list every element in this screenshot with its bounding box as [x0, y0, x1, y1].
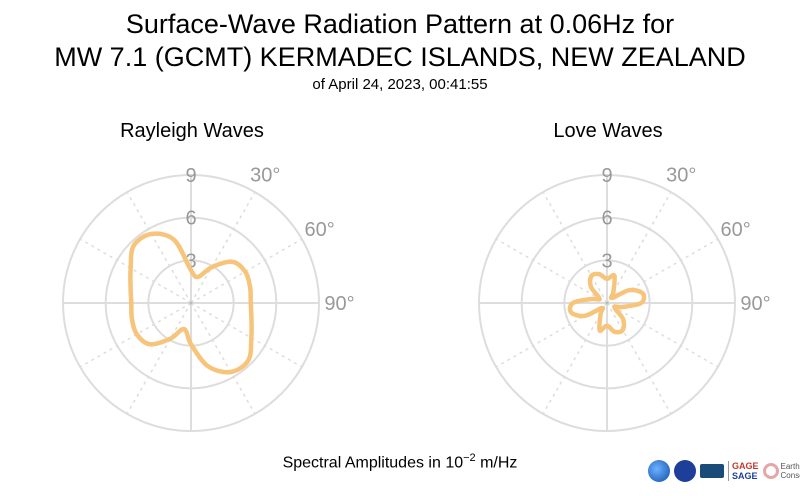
rayleigh-panel-title: Rayleigh Waves: [120, 120, 264, 142]
rayleigh-spoke-150: [190, 302, 256, 415]
love-radial-tick-label: 9: [601, 165, 612, 187]
rayleigh-pattern-curve-0: [128, 231, 254, 375]
rayleigh-ring-6: [104, 216, 278, 390]
sponsor-logos: GAGE SAGE EarthScope Consortium: [648, 455, 800, 487]
rayleigh-angle-tick-label: 90°: [324, 293, 354, 315]
nasa-logo-icon: [674, 460, 696, 482]
earthscope-logo-line-1: EarthScope: [780, 462, 800, 471]
love-ring-9: [478, 174, 736, 432]
rayleigh-angle-tick-label: 60°: [304, 219, 334, 241]
love-spoke-330: [542, 191, 608, 304]
figure-title-line-2: MW 7.1 (GCMT) KERMADEC ISLANDS, NEW ZEAL…: [54, 42, 746, 72]
rayleigh-spoke-210: [126, 302, 192, 415]
rayleigh-center-dot: [189, 301, 193, 305]
love-spoke-150: [606, 302, 672, 415]
love-ring-6: [520, 216, 694, 390]
sage-logo-text: SAGE: [732, 471, 758, 481]
gage-logo-text: GAGE: [732, 461, 759, 471]
caption-suffix: m/Hz: [475, 454, 518, 472]
rayleigh-spoke-120: [190, 302, 303, 368]
love-angle-tick-label: 90°: [740, 293, 770, 315]
love-panel-title: Love Waves: [553, 120, 663, 142]
caption-base: 10: [445, 454, 464, 472]
figure-title-block: Surface-Wave Radiation Pattern at 0.06Hz…: [0, 8, 800, 95]
caption-prefix: Spectral Amplitudes in: [282, 454, 446, 472]
love-angle-tick-label: 60°: [720, 219, 750, 241]
rayleigh-angle-tick-label: 30°: [250, 164, 280, 186]
nsf-logo-icon: [648, 460, 670, 482]
love-angle-tick-label: 30°: [666, 164, 696, 186]
figure-title-line-1: Surface-Wave Radiation Pattern at 0.06Hz…: [125, 9, 675, 39]
caption-exponent: −2: [463, 452, 476, 464]
earthscope-logo: EarthScope Consortium: [762, 462, 800, 480]
earthscope-ring-icon: [762, 463, 779, 479]
amplitude-units-caption: Spectral Amplitudes in 10−2 m/Hz: [0, 452, 800, 472]
love-spoke-30: [606, 191, 672, 304]
love-pattern-curve-0: [567, 271, 647, 335]
love-spoke-120: [606, 302, 719, 368]
love-radial-tick-label: 6: [601, 208, 612, 230]
love-spoke-300: [495, 238, 608, 304]
love-center-dot: [605, 301, 609, 305]
rayleigh-spoke-300: [79, 238, 192, 304]
rayleigh-spoke-330: [126, 191, 192, 304]
gage-sage-logo: GAGE SAGE: [728, 461, 759, 481]
earthscope-logo-line-2: Consortium: [780, 471, 800, 480]
love-radial-tick-label: 3: [601, 250, 612, 272]
love-spoke-210: [542, 302, 608, 415]
rayleigh-spoke-30: [190, 191, 256, 304]
rayleigh-radial-tick-label: 9: [185, 165, 196, 187]
love-ring-3: [563, 259, 651, 347]
usgs-logo-icon: [700, 464, 724, 478]
rayleigh-radial-tick-label: 3: [185, 250, 196, 272]
rayleigh-radial-tick-label: 6: [185, 208, 196, 230]
figure-subtitle: of April 24, 2023, 00:41:55: [312, 76, 488, 93]
rayleigh-ring-9: [62, 174, 320, 432]
